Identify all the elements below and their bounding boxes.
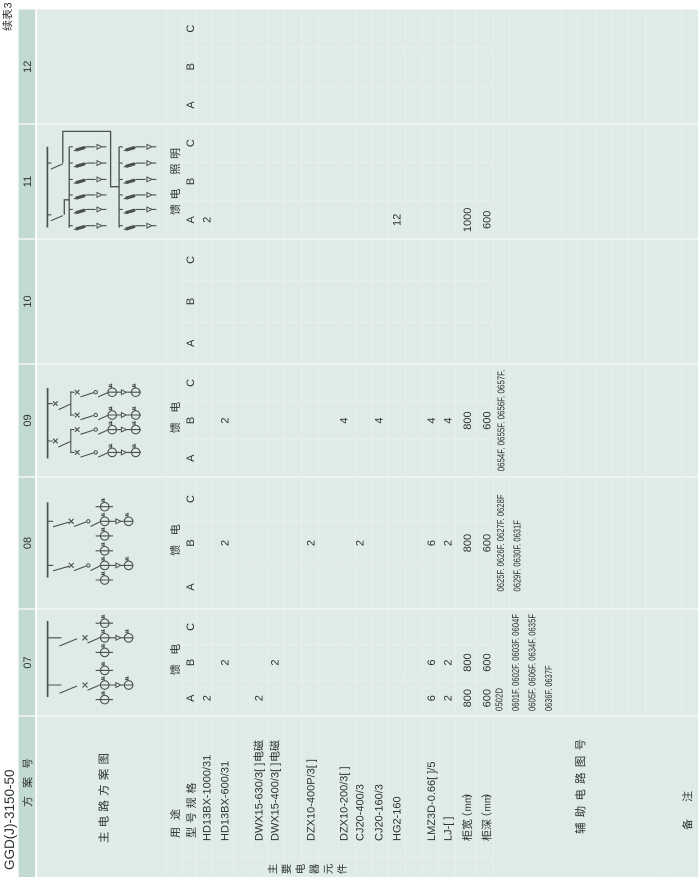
- svg-text:CJ20-400/3: CJ20-400/3: [354, 784, 366, 841]
- svg-text:6: 6: [426, 540, 438, 546]
- svg-text:LMZ3D-0.66[ ]/5: LMZ3D-0.66[ ]/5: [426, 762, 438, 841]
- svg-text:800: 800: [462, 534, 474, 552]
- svg-text:B: B: [185, 63, 197, 70]
- svg-text:0654F. 0655F. 0656F. 0657F.: 0654F. 0655F. 0656F. 0657F.: [496, 370, 508, 472]
- svg-text:A: A: [185, 583, 197, 591]
- svg-text:800: 800: [462, 653, 474, 671]
- svg-text:6: 6: [426, 695, 438, 701]
- svg-text:B: B: [185, 417, 197, 424]
- svg-text:DWX15-630/3[ ]: DWX15-630/3[ ]: [254, 763, 266, 841]
- svg-text:B: B: [185, 298, 197, 305]
- svg-text:C: C: [185, 139, 197, 147]
- svg-text:DZX10-200/3[ ]: DZX10-200/3[ ]: [338, 766, 350, 841]
- svg-text:CJ20-160/3: CJ20-160/3: [374, 784, 386, 841]
- svg-text:11: 11: [22, 176, 34, 187]
- svg-text:600: 600: [482, 653, 494, 671]
- svg-text:2: 2: [254, 695, 266, 701]
- svg-text:GGD(J)-3150-50: GGD(J)-3150-50: [2, 769, 17, 870]
- svg-text:DZX10-400P/3[ ]: DZX10-400P/3[ ]: [305, 759, 317, 841]
- svg-text:0625F. 0626F. 0627F. 0628F: 0625F. 0626F. 0627F. 0628F: [495, 495, 507, 592]
- svg-text:08: 08: [22, 537, 34, 549]
- svg-text:2: 2: [219, 659, 231, 665]
- svg-text:0605F. 0606F. 0634F. 0635F: 0605F. 0606F. 0634F. 0635F: [527, 614, 539, 711]
- svg-text:HD13BX-1000/31: HD13BX-1000/31: [201, 755, 213, 841]
- svg-text:mm: mm: [483, 795, 494, 812]
- svg-text:4: 4: [338, 417, 350, 423]
- svg-text:HG2-160: HG2-160: [391, 796, 403, 841]
- svg-text:LJ-[ ]: LJ-[ ]: [442, 817, 454, 841]
- svg-text:2: 2: [201, 217, 213, 223]
- svg-text:600: 600: [482, 211, 494, 229]
- svg-text:4: 4: [442, 417, 454, 423]
- svg-text:0629F. 0630F. 0631F: 0629F. 0630F. 0631F: [511, 520, 523, 591]
- svg-text:2: 2: [442, 540, 454, 546]
- svg-text:C: C: [185, 256, 197, 264]
- svg-text:6: 6: [426, 659, 438, 665]
- svg-text:A: A: [185, 454, 197, 462]
- svg-text:A: A: [185, 216, 197, 224]
- svg-text:C: C: [185, 623, 197, 631]
- svg-text:0636F. 0637F: 0636F. 0637F: [543, 666, 555, 712]
- svg-text:C: C: [185, 25, 197, 33]
- svg-text:B: B: [185, 539, 197, 546]
- svg-text:HD13BX-600/31: HD13BX-600/31: [219, 761, 231, 841]
- svg-text:12: 12: [391, 214, 403, 226]
- svg-text:12: 12: [22, 61, 34, 73]
- svg-text:A: A: [185, 101, 197, 109]
- svg-text:09: 09: [22, 414, 34, 426]
- svg-text:600: 600: [482, 534, 494, 552]
- svg-text:07: 07: [22, 656, 34, 668]
- svg-text:4: 4: [374, 417, 386, 423]
- svg-text:mm: mm: [463, 795, 474, 812]
- svg-text:B: B: [185, 178, 197, 185]
- svg-text:600: 600: [482, 689, 494, 707]
- svg-text:2: 2: [442, 659, 454, 665]
- svg-text:B: B: [185, 659, 197, 666]
- svg-text:800: 800: [462, 689, 474, 707]
- svg-text:10: 10: [22, 295, 34, 307]
- svg-text:1000: 1000: [462, 208, 474, 232]
- svg-text:C: C: [185, 379, 197, 387]
- svg-text:0502D: 0502D: [494, 688, 506, 711]
- svg-text:C: C: [185, 495, 197, 503]
- svg-text:600: 600: [482, 411, 494, 429]
- svg-text:2: 2: [305, 540, 317, 546]
- svg-text:3: 3: [3, 2, 15, 8]
- svg-text:2: 2: [219, 540, 231, 546]
- svg-text:2: 2: [219, 417, 231, 423]
- svg-text:2: 2: [354, 540, 366, 546]
- svg-text:A: A: [185, 339, 197, 347]
- svg-text:4: 4: [426, 417, 438, 423]
- svg-text:0601F. 0602F. 0603F. 0604F: 0601F. 0602F. 0603F. 0604F: [510, 614, 522, 711]
- svg-text:2: 2: [201, 695, 213, 701]
- svg-text:DWX15-400/3[ ]: DWX15-400/3[ ]: [270, 763, 282, 841]
- svg-text:800: 800: [462, 411, 474, 429]
- svg-text:2: 2: [270, 659, 282, 665]
- svg-text:2: 2: [442, 695, 454, 701]
- svg-text:A: A: [185, 694, 197, 702]
